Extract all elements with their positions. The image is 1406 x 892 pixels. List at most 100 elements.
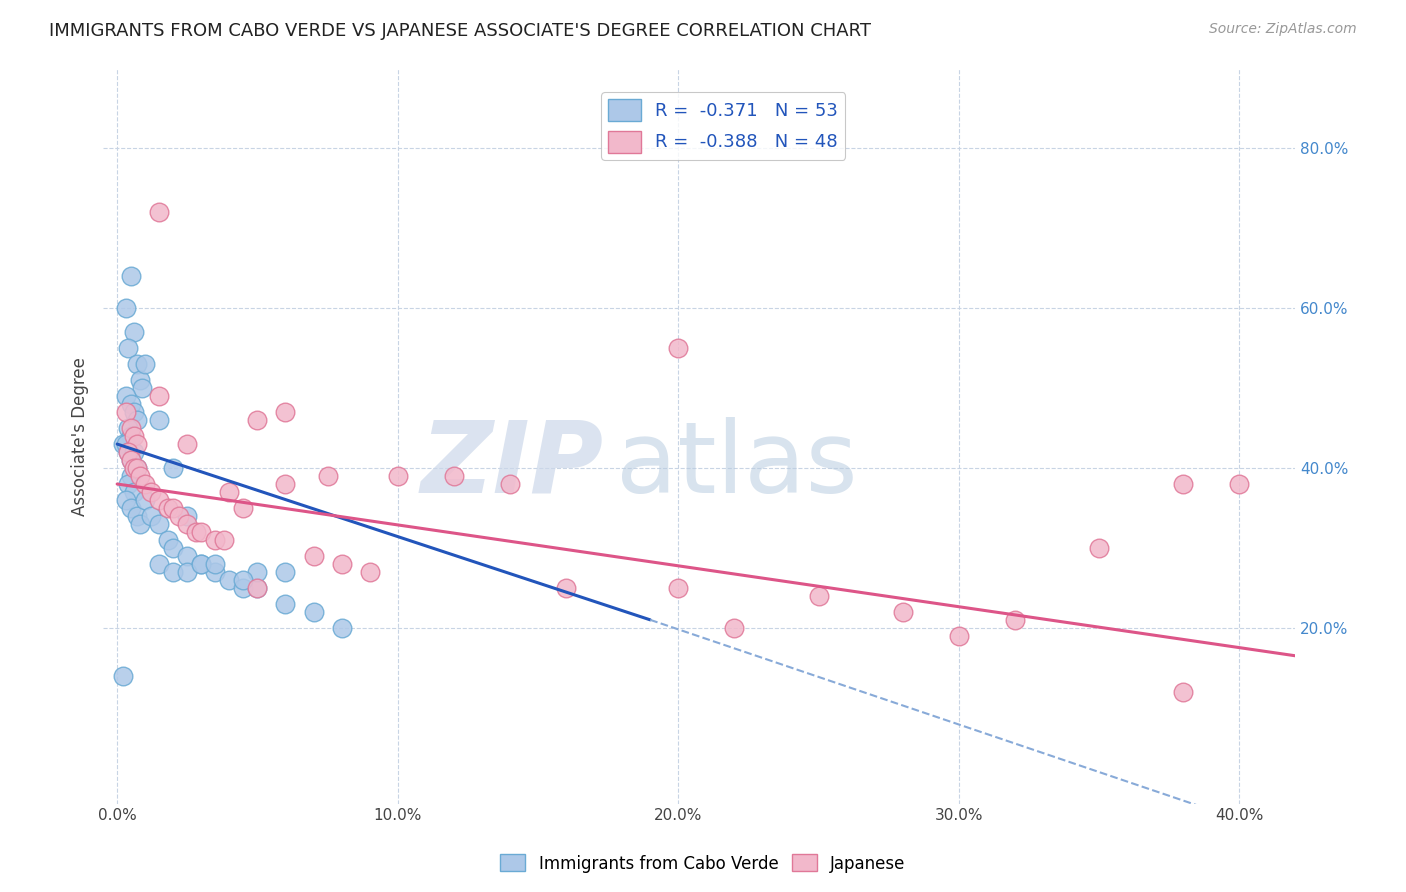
Point <box>148 516 170 531</box>
Point <box>176 565 198 579</box>
Point <box>111 437 134 451</box>
Point <box>274 565 297 579</box>
Point <box>120 453 142 467</box>
Point <box>176 516 198 531</box>
Point <box>246 565 269 579</box>
Point <box>330 557 353 571</box>
Point <box>125 357 148 371</box>
Point <box>128 469 150 483</box>
Point <box>120 469 142 483</box>
Point <box>190 557 212 571</box>
Point <box>218 573 240 587</box>
Point <box>204 565 226 579</box>
Point <box>134 477 156 491</box>
Point <box>162 500 184 515</box>
Point <box>274 597 297 611</box>
Point <box>128 516 150 531</box>
Point <box>148 557 170 571</box>
Legend: R =  -0.371   N = 53, R =  -0.388   N = 48: R = -0.371 N = 53, R = -0.388 N = 48 <box>600 92 845 160</box>
Point <box>190 557 212 571</box>
Point <box>162 461 184 475</box>
Point <box>114 405 136 419</box>
Point <box>120 397 142 411</box>
Point <box>499 477 522 491</box>
Point <box>176 549 198 563</box>
Point <box>162 565 184 579</box>
Point <box>1173 685 1195 699</box>
Point <box>114 389 136 403</box>
Point <box>120 269 142 284</box>
Point <box>125 461 148 475</box>
Point <box>125 413 148 427</box>
Point <box>302 549 325 563</box>
Point <box>117 445 139 459</box>
Point <box>122 429 145 443</box>
Point <box>114 493 136 508</box>
Point <box>302 605 325 619</box>
Point <box>139 508 162 523</box>
Point <box>117 477 139 491</box>
Point <box>204 533 226 547</box>
Point <box>1088 541 1111 555</box>
Text: ZIP: ZIP <box>420 417 605 514</box>
Point <box>232 500 254 515</box>
Point <box>148 493 170 508</box>
Point <box>190 524 212 539</box>
Point <box>387 469 409 483</box>
Point <box>359 565 381 579</box>
Point <box>148 413 170 427</box>
Point <box>120 500 142 515</box>
Point <box>117 341 139 355</box>
Legend: Immigrants from Cabo Verde, Japanese: Immigrants from Cabo Verde, Japanese <box>494 847 912 880</box>
Point <box>122 445 145 459</box>
Point <box>232 573 254 587</box>
Text: Source: ZipAtlas.com: Source: ZipAtlas.com <box>1209 22 1357 37</box>
Point <box>128 373 150 387</box>
Point <box>246 581 269 595</box>
Point <box>176 508 198 523</box>
Point <box>125 437 148 451</box>
Point <box>114 301 136 316</box>
Point <box>120 421 142 435</box>
Point <box>120 453 142 467</box>
Point <box>134 357 156 371</box>
Point <box>807 589 830 603</box>
Point <box>120 429 142 443</box>
Point <box>125 508 148 523</box>
Point <box>666 581 689 595</box>
Point <box>156 500 179 515</box>
Point <box>162 541 184 555</box>
Point <box>148 205 170 219</box>
Point <box>274 477 297 491</box>
Point <box>131 381 153 395</box>
Point <box>184 524 207 539</box>
Y-axis label: Associate's Degree: Associate's Degree <box>72 357 89 516</box>
Point <box>246 413 269 427</box>
Point <box>232 581 254 595</box>
Point <box>666 341 689 355</box>
Point <box>891 605 914 619</box>
Point <box>723 621 745 635</box>
Point <box>134 493 156 508</box>
Point <box>274 405 297 419</box>
Point <box>555 581 578 595</box>
Point <box>246 581 269 595</box>
Point <box>204 557 226 571</box>
Point <box>218 485 240 500</box>
Point <box>117 421 139 435</box>
Point <box>167 508 190 523</box>
Point <box>443 469 465 483</box>
Point <box>122 461 145 475</box>
Point <box>316 469 339 483</box>
Point <box>1004 613 1026 627</box>
Text: IMMIGRANTS FROM CABO VERDE VS JAPANESE ASSOCIATE'S DEGREE CORRELATION CHART: IMMIGRANTS FROM CABO VERDE VS JAPANESE A… <box>49 22 872 40</box>
Point <box>122 405 145 419</box>
Point <box>330 621 353 635</box>
Point <box>122 485 145 500</box>
Point <box>1227 477 1250 491</box>
Point <box>176 437 198 451</box>
Point <box>114 437 136 451</box>
Text: atlas: atlas <box>616 417 858 514</box>
Point <box>117 445 139 459</box>
Point <box>212 533 235 547</box>
